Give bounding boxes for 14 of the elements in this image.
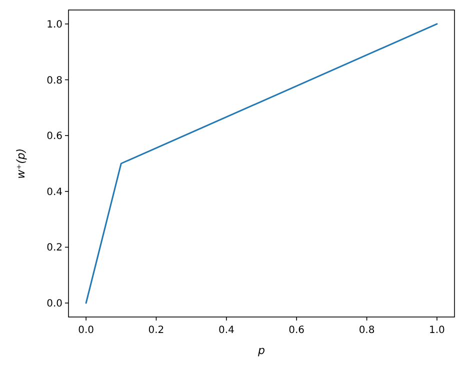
y-tick-label: 0.8 bbox=[46, 75, 62, 86]
x-axis-title: p bbox=[257, 344, 266, 357]
x-tick-label: 0.0 bbox=[78, 325, 94, 336]
x-tick-label: 0.8 bbox=[358, 325, 375, 336]
y-tick-label: 0.6 bbox=[46, 131, 62, 142]
x-tick-label: 0.4 bbox=[218, 325, 234, 336]
y-axis-title: w⁺(p) bbox=[14, 148, 28, 179]
y-tick-label: 0.0 bbox=[46, 298, 62, 310]
y-tick-label: 0.4 bbox=[46, 186, 62, 198]
x-tick-label: 0.6 bbox=[288, 325, 305, 336]
y-tick-label: 1.0 bbox=[46, 19, 62, 30]
y-tick-label: 0.2 bbox=[46, 242, 62, 254]
x-tick-label: 0.2 bbox=[148, 325, 164, 336]
x-tick-label: 1.0 bbox=[429, 325, 445, 336]
